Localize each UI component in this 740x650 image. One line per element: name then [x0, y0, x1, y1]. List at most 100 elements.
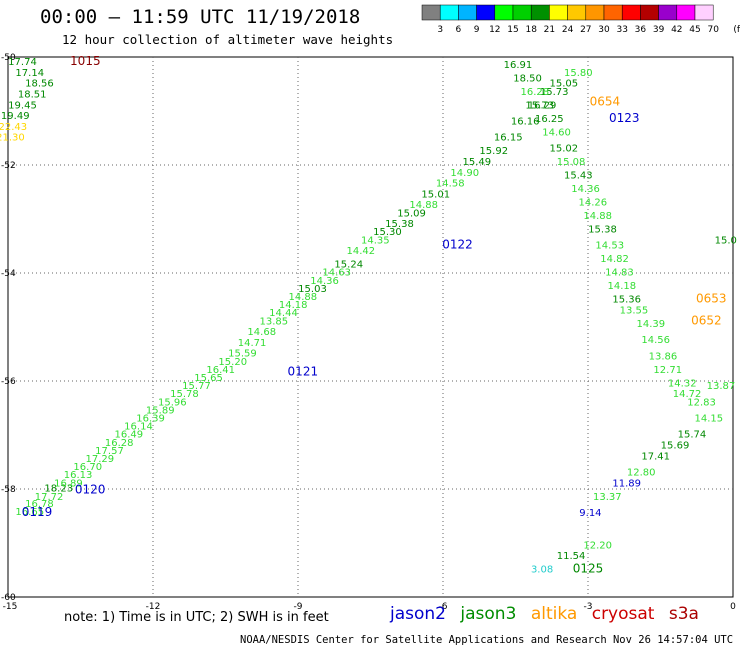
wave-height-label: 15.09 [397, 208, 426, 219]
wave-height-label: 16.41 [206, 365, 235, 376]
pass-id-label: 0120 [75, 482, 106, 496]
wave-height-label: 3.08 [531, 565, 553, 576]
colorbar-tick-label: 6 [456, 25, 462, 35]
colorbar-swatch [676, 4, 696, 21]
wave-height-label: 22.43 [0, 122, 27, 133]
colorbar-swatch [694, 4, 714, 21]
wave-height-label: 17.74 [8, 57, 37, 68]
colorbar-tick-label: 39 [653, 25, 665, 35]
wave-height-label: 13.55 [620, 306, 649, 317]
wave-height-label: 13.85 [260, 316, 289, 327]
wave-height-label: 12.71 [653, 365, 682, 376]
plot-frame [7, 56, 734, 598]
pass-id-label: 0654 [590, 95, 621, 109]
wave-height-label: 14.82 [600, 254, 629, 265]
colorbar-swatch [603, 4, 623, 21]
wave-height-label: 15.92 [479, 146, 508, 157]
colorbar-tick-label: 3 [437, 25, 443, 35]
colorbar-tick-label: 27 [580, 25, 591, 35]
wave-height-label: 14.44 [269, 308, 298, 319]
pass-id-label: 0653 [696, 292, 727, 306]
wave-height-label: 15.77 [182, 381, 211, 392]
y-tick-label: -58 [1, 485, 16, 495]
wave-height-label: 15.73 [525, 100, 554, 111]
wave-height-label: 16.91 [504, 60, 533, 71]
colorbar-tick-label: 18 [525, 25, 537, 35]
wave-height-label: 16.28 [105, 438, 134, 449]
wave-height-label: 17.29 [86, 454, 115, 465]
wave-height-label: 19.49 [1, 111, 30, 122]
wave-height-label: 15.80 [564, 68, 593, 79]
wave-height-label: 12.20 [583, 540, 612, 551]
wave-height-label: 14.15 [695, 414, 724, 425]
wave-height-label: 16.49 [115, 430, 144, 441]
footer-note: note: 1) Time is in UTC; 2) SWH is in fe… [64, 610, 329, 625]
wave-height-label: 15.59 [228, 349, 257, 360]
colorbar-swatch [658, 4, 678, 21]
wave-height-label: 19.45 [8, 100, 37, 111]
legend-jason3: jason3 [460, 604, 517, 624]
colorbar-tick-label: 21 [544, 25, 555, 35]
wave-height-label: 15.03 [298, 284, 327, 295]
wave-height-label: 15.01 [421, 189, 450, 200]
colorbar-swatch [494, 4, 514, 21]
wave-height-label: 15.89 [146, 405, 175, 416]
legend-jason2: jason2 [390, 604, 446, 624]
wave-height-label: 17.41 [641, 451, 670, 462]
wave-height-label: 14.53 [595, 241, 624, 252]
wave-height-label: 15.49 [463, 157, 492, 168]
footer-credit: NOAA/NESDIS Center for Satellite Applica… [240, 634, 740, 646]
wave-height-label: 16.39 [136, 414, 165, 425]
wave-height-label: 18.50 [513, 73, 542, 84]
wave-height-label: 11.54 [557, 551, 586, 562]
wave-height-label: 11.89 [612, 478, 641, 489]
wave-height-label: 18.56 [25, 79, 54, 90]
wave-height-label: 14.35 [361, 235, 390, 246]
wave-height-label: 17.72 [35, 492, 64, 503]
wave-height-label: 15.20 [218, 357, 247, 368]
legend-s3a: s3a [668, 604, 699, 624]
wave-height-label: 14.56 [641, 335, 670, 346]
pass-id-label: 0125 [573, 562, 604, 576]
wave-height-label: 15.0 [715, 235, 737, 246]
wave-height-label: 14.83 [605, 268, 634, 279]
plot-area: -15 -12 -9 -6 -3 0 -50 -52 -54 -56 -58 -60 [1, 53, 736, 612]
wave-height-label: 13.37 [593, 492, 622, 503]
x-tick-label: -6 [439, 602, 448, 612]
colorbar-unit: (ft) [733, 25, 740, 35]
wave-height-label: 18.23 [44, 484, 73, 495]
wave-height-label: 14.39 [637, 319, 666, 330]
chart-title: 00:00 – 11:59 UTC 11/19/2018 [40, 6, 361, 28]
wave-height-label: 16.28 [521, 87, 550, 98]
wave-height-label: 16.89 [54, 478, 83, 489]
colorbar-tick-label: 30 [598, 25, 610, 35]
colorbar-tick-label: 33 [616, 25, 627, 35]
wave-height-label: 16.65 [15, 507, 44, 518]
wave-height-label: 16.15 [494, 133, 523, 144]
colorbar-swatch [512, 4, 532, 21]
wave-height-label: 15.05 [550, 79, 579, 90]
legend-cryosat: cryosat [591, 604, 655, 624]
wave-height-label: 15.38 [385, 219, 414, 230]
wave-height-label: 16.14 [124, 422, 153, 433]
y-tick-label: -54 [1, 269, 16, 279]
y-tick-label: -60 [1, 593, 16, 603]
wave-height-label: 14.42 [347, 246, 376, 257]
colorbar-swatch [621, 4, 641, 21]
wave-height-label: 15.30 [373, 227, 402, 238]
wave-height-label: 14.26 [579, 198, 608, 209]
colorbar-swatch [585, 4, 605, 21]
pass-id-label: 1015 [70, 54, 101, 68]
wave-height-label: 14.88 [583, 211, 612, 222]
pass-id-label: 0123 [609, 111, 640, 125]
wave-height-label: 16.70 [73, 462, 102, 473]
colorbar-tick-label: 24 [562, 25, 574, 35]
x-tick-label: -12 [146, 602, 161, 612]
x-tick-label: -9 [294, 602, 303, 612]
wave-height-label: 14.88 [289, 292, 318, 303]
wave-height-label: 14.36 [571, 184, 600, 195]
colorbar-swatch [549, 4, 568, 21]
colorbar-swatch [476, 4, 496, 21]
